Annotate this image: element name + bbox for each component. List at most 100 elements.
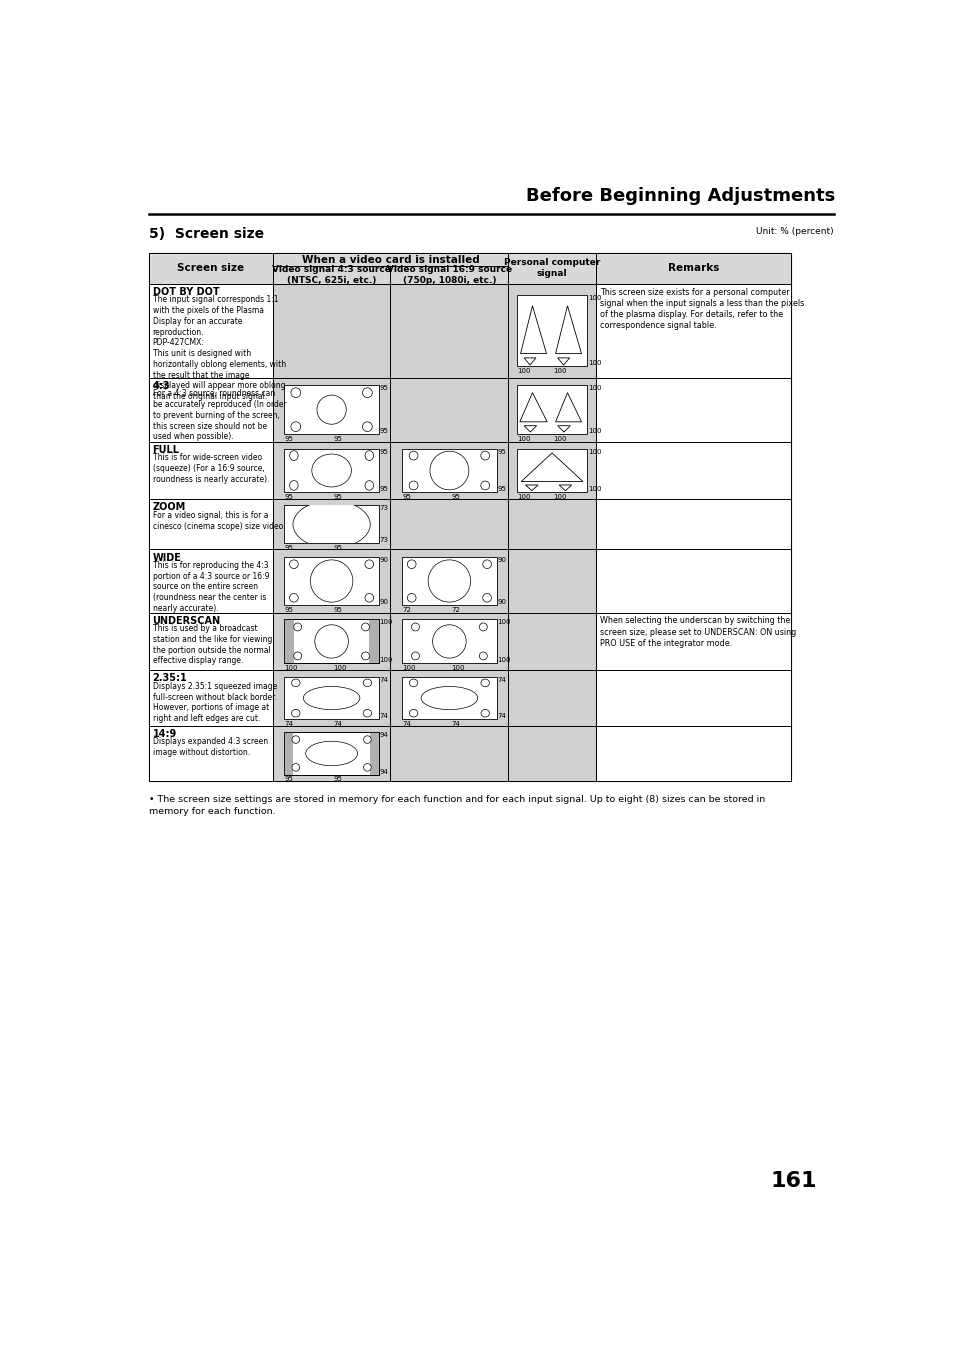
Text: Video signal 4:3 source
(NTSC, 625i, etc.): Video signal 4:3 source (NTSC, 625i, etc… <box>272 265 391 285</box>
Bar <box>273 378 390 442</box>
Bar <box>508 253 596 284</box>
Ellipse shape <box>290 481 298 490</box>
Text: 73: 73 <box>379 538 388 543</box>
Bar <box>508 550 596 612</box>
Bar <box>508 725 596 781</box>
Bar <box>596 378 790 442</box>
Text: 100: 100 <box>497 620 510 626</box>
Text: Video signal 16:9 source
(750p, 1080i, etc.): Video signal 16:9 source (750p, 1080i, e… <box>386 265 512 285</box>
Text: 95: 95 <box>334 775 342 782</box>
Bar <box>149 442 273 500</box>
Text: 95: 95 <box>284 775 294 782</box>
Bar <box>508 500 596 550</box>
Ellipse shape <box>361 623 369 631</box>
Bar <box>390 670 508 725</box>
Text: 74: 74 <box>497 713 506 719</box>
Text: 73: 73 <box>379 505 388 512</box>
Ellipse shape <box>363 680 372 686</box>
Text: 100: 100 <box>587 385 600 392</box>
Text: FULL: FULL <box>152 444 179 455</box>
Text: 74: 74 <box>379 677 388 684</box>
Text: 95: 95 <box>334 607 342 612</box>
Ellipse shape <box>312 454 351 486</box>
Ellipse shape <box>292 709 299 717</box>
Text: 74: 74 <box>379 713 388 719</box>
Text: 100: 100 <box>334 665 347 671</box>
Bar <box>149 612 273 670</box>
Text: 100: 100 <box>497 658 510 663</box>
Text: Remarks: Remarks <box>667 263 719 273</box>
Ellipse shape <box>478 623 487 631</box>
Ellipse shape <box>482 593 491 603</box>
Bar <box>517 295 586 366</box>
Text: 95: 95 <box>497 486 506 493</box>
Text: When selecting the underscan by switching the
screen size, please set to UNDERSC: When selecting the underscan by switchin… <box>599 616 795 647</box>
Ellipse shape <box>409 709 417 717</box>
Bar <box>273 253 508 266</box>
Ellipse shape <box>428 559 470 603</box>
Text: For a video signal, this is for a
cinesco (cinema scope) size video.: For a video signal, this is for a cinesc… <box>152 511 285 531</box>
Bar <box>402 677 496 719</box>
Bar <box>402 620 496 663</box>
Ellipse shape <box>432 624 466 658</box>
Text: 100: 100 <box>587 361 600 366</box>
Text: For a 4:3 source, roundness can
be accurately reproduced (In order
to prevent bu: For a 4:3 source, roundness can be accur… <box>152 389 286 442</box>
Text: 95: 95 <box>284 607 294 612</box>
Ellipse shape <box>290 451 298 461</box>
Bar <box>390 500 508 550</box>
Text: This is for reproducing the 4:3
portion of a 4:3 source or 16:9
source on the en: This is for reproducing the 4:3 portion … <box>152 561 269 613</box>
Bar <box>390 284 508 378</box>
Text: 100: 100 <box>587 449 600 454</box>
Text: 2.35:1: 2.35:1 <box>152 673 187 684</box>
Ellipse shape <box>363 763 371 771</box>
Text: 95: 95 <box>334 544 342 551</box>
Ellipse shape <box>305 742 357 766</box>
Ellipse shape <box>365 559 374 569</box>
Ellipse shape <box>291 388 300 397</box>
Text: • The screen size settings are stored in memory for each function and for each i: • The screen size settings are stored in… <box>149 794 764 816</box>
Text: 90: 90 <box>379 557 388 563</box>
Text: 5)  Screen size: 5) Screen size <box>149 227 264 240</box>
Text: 100: 100 <box>587 428 600 434</box>
Text: 4:3: 4:3 <box>152 381 170 390</box>
Ellipse shape <box>365 593 374 603</box>
Ellipse shape <box>363 709 372 717</box>
Text: 74: 74 <box>334 720 342 727</box>
Bar <box>390 442 508 500</box>
Text: 95: 95 <box>497 449 506 454</box>
Ellipse shape <box>292 736 299 743</box>
Ellipse shape <box>365 481 374 490</box>
Bar <box>273 725 390 781</box>
Text: 100: 100 <box>402 665 416 671</box>
Text: 100: 100 <box>284 665 297 671</box>
Text: 95: 95 <box>402 494 411 500</box>
Text: 94: 94 <box>379 732 388 739</box>
Bar <box>149 670 273 725</box>
Text: 100: 100 <box>379 658 393 663</box>
Bar <box>284 732 378 774</box>
Text: This screen size exists for a personal computer
signal when the input signals a : This screen size exists for a personal c… <box>599 288 803 330</box>
Text: 100: 100 <box>553 435 566 442</box>
Ellipse shape <box>362 422 372 431</box>
Ellipse shape <box>409 680 417 686</box>
Bar <box>149 500 273 550</box>
Text: 100: 100 <box>517 367 530 374</box>
Bar <box>273 550 390 612</box>
Text: This is for wide-screen video
(squeeze) (For a 16:9 source,
roundness is nearly : This is for wide-screen video (squeeze) … <box>152 453 269 484</box>
Text: UNDERSCAN: UNDERSCAN <box>152 616 220 626</box>
Bar <box>273 500 390 550</box>
Text: WIDE: WIDE <box>152 553 181 562</box>
Bar <box>284 620 294 663</box>
Bar <box>390 378 508 442</box>
Text: 95: 95 <box>379 449 388 454</box>
Bar <box>370 732 378 774</box>
Bar <box>149 378 273 442</box>
Text: 100: 100 <box>553 494 566 500</box>
Bar <box>508 378 596 442</box>
Text: 74: 74 <box>402 720 411 727</box>
Bar <box>596 612 790 670</box>
Text: 95: 95 <box>284 435 294 442</box>
Bar <box>284 620 378 663</box>
Text: 95: 95 <box>284 544 294 551</box>
Text: 94: 94 <box>379 769 388 774</box>
